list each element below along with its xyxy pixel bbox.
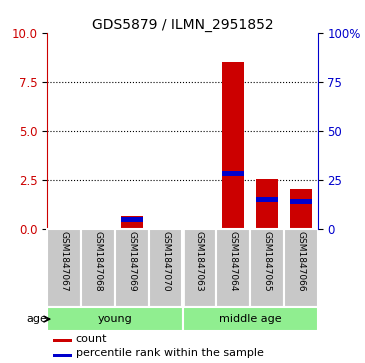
- Bar: [256, 197, 278, 202]
- Text: middle age: middle age: [219, 314, 281, 324]
- Bar: [250, 229, 284, 307]
- Bar: [47, 229, 81, 307]
- Bar: [47, 307, 182, 331]
- Bar: [222, 171, 244, 176]
- Bar: [53, 339, 72, 342]
- Text: GSM1847065: GSM1847065: [262, 231, 272, 291]
- Bar: [216, 229, 250, 307]
- Bar: [182, 229, 216, 307]
- Bar: [149, 229, 182, 307]
- Text: GSM1847069: GSM1847069: [127, 231, 137, 291]
- Text: GSM1847064: GSM1847064: [228, 231, 238, 291]
- Title: GDS5879 / ILMN_2951852: GDS5879 / ILMN_2951852: [92, 18, 273, 32]
- Text: percentile rank within the sample: percentile rank within the sample: [76, 348, 264, 358]
- Bar: [256, 179, 278, 229]
- Text: young: young: [97, 314, 132, 324]
- Text: GSM1847068: GSM1847068: [93, 231, 103, 291]
- Text: age: age: [27, 314, 47, 324]
- Bar: [81, 229, 115, 307]
- Bar: [290, 199, 312, 204]
- Bar: [121, 216, 143, 229]
- Text: GSM1847063: GSM1847063: [195, 231, 204, 291]
- Text: count: count: [76, 334, 107, 344]
- Bar: [121, 217, 143, 222]
- Text: GSM1847067: GSM1847067: [60, 231, 69, 291]
- Bar: [53, 354, 72, 356]
- Bar: [115, 229, 149, 307]
- Text: GSM1847070: GSM1847070: [161, 231, 170, 291]
- Bar: [222, 62, 244, 229]
- Bar: [182, 307, 318, 331]
- Bar: [290, 189, 312, 229]
- Text: GSM1847066: GSM1847066: [296, 231, 305, 291]
- Bar: [284, 229, 318, 307]
